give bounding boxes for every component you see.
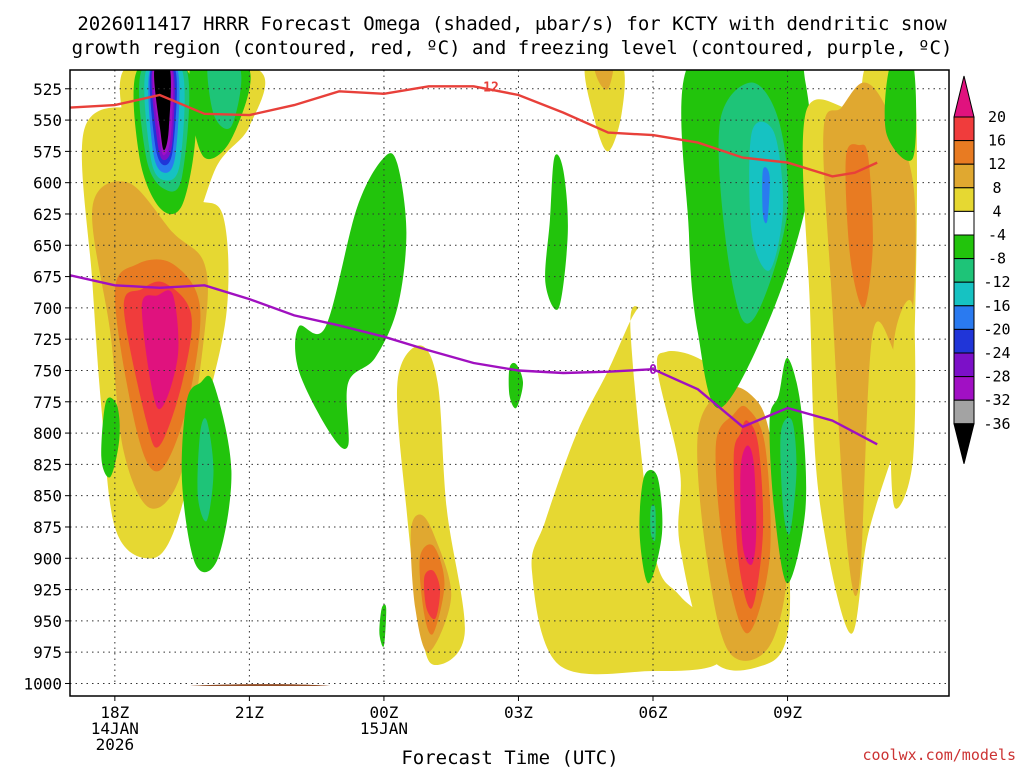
colorbar-label-10: -24 <box>983 344 1010 362</box>
omega-region-16-27-0 <box>423 570 441 620</box>
chart-title-line2: growth region (contoured, red, ºC) and f… <box>72 37 953 59</box>
omega-region--12-37-0 <box>780 417 797 535</box>
omega-region--36-14-0 <box>154 70 171 151</box>
omega-region--20-43-0 <box>762 167 770 224</box>
colorbar-top-arrow <box>953 75 975 118</box>
omega-region--8-22-0 <box>508 362 523 409</box>
colorbar-swatch-4 <box>953 187 975 212</box>
y-tick-label-550: 550 <box>33 111 62 130</box>
freezing-contour-label: 0 <box>649 363 657 378</box>
colorbar-label-9: -20 <box>983 320 1010 338</box>
colorbar-label-8: -16 <box>983 297 1010 315</box>
omega-region-4-38-0 <box>584 70 625 152</box>
y-tick-label-525: 525 <box>33 80 62 99</box>
dendritic-growth-contour <box>70 85 878 178</box>
colorbar-label-11: -28 <box>983 368 1010 386</box>
grid-lines <box>70 70 949 686</box>
y-tick-label-725: 725 <box>33 330 62 349</box>
y-tick-label-625: 625 <box>33 205 62 224</box>
colorbar-swatch-9 <box>953 305 975 330</box>
freezing-level-contour <box>70 274 878 446</box>
omega-region-8-45-0 <box>823 82 916 597</box>
colorbar-label-6: -8 <box>988 250 1006 268</box>
omega-region--8-47-0 <box>884 70 917 161</box>
colorbar-bottom-arrow <box>953 423 975 464</box>
colorbar-label-3: 8 <box>992 179 1001 197</box>
omega-region--8-21-0 <box>379 604 387 647</box>
omega-region--8-20-0 <box>295 153 407 449</box>
omega-region-20-33-0 <box>740 445 757 565</box>
colorbar-swatch-10 <box>953 328 975 354</box>
colorbar-swatch-12 <box>953 376 975 401</box>
y-tick-label-575: 575 <box>33 142 62 161</box>
colorbar-label-4: 4 <box>992 202 1001 220</box>
y-tick-label-675: 675 <box>33 268 62 287</box>
omega-region-12-46-0 <box>845 144 873 309</box>
colorbar-swatch-1 <box>953 116 975 142</box>
chart-title-line1: 2026011417 HRRR Forecast Omega (shaded, … <box>77 13 947 35</box>
x-tick-label-0-1: 14JAN <box>91 719 139 738</box>
y-tick-label-650: 650 <box>33 236 62 255</box>
dgz-contour-label: -12 <box>475 80 498 95</box>
omega-region-4-28-0 <box>531 306 728 675</box>
colorbar-label-5: -4 <box>988 226 1006 244</box>
colorbar-swatch-11 <box>953 352 975 378</box>
colorbar-label-1: 16 <box>988 132 1006 150</box>
x-tick-label-0-0: 18Z <box>100 703 129 722</box>
y-tick-label-1000: 1000 <box>23 674 62 693</box>
y-tick-label-875: 875 <box>33 518 62 537</box>
x-tick-label-3-0: 21Z <box>235 703 264 722</box>
colorbar-label-12: -32 <box>983 391 1010 409</box>
plot-area <box>70 70 949 694</box>
colorbar-swatch-8 <box>953 281 975 307</box>
colorbar-label-0: 20 <box>988 108 1006 126</box>
colorbar-swatch-3 <box>953 163 975 189</box>
x-axis-label: Forecast Time (UTC) <box>401 747 618 768</box>
colorbar-label-7: -12 <box>983 273 1010 291</box>
x-tick-label-9-0: 03Z <box>504 703 533 722</box>
y-tick-label-600: 600 <box>33 174 62 193</box>
y-tick-label-800: 800 <box>33 424 62 443</box>
omega-region--12-35-0 <box>650 504 656 542</box>
y-tick-label-775: 775 <box>33 393 62 412</box>
terrain-bar <box>70 686 949 694</box>
omega-region-4-48-0 <box>890 300 916 509</box>
x-tick-label-15-0: 09Z <box>773 703 802 722</box>
colorbar-swatch-2 <box>953 140 975 165</box>
colorbar-swatch-5 <box>953 210 975 236</box>
colorbar-label-13: -36 <box>983 415 1010 433</box>
colorbar-swatch-7 <box>953 258 975 283</box>
colorbar-swatch-13 <box>953 399 975 425</box>
y-tick-label-900: 900 <box>33 549 62 568</box>
omega-region-20-5-0 <box>141 290 179 410</box>
terrain-bump <box>190 684 330 686</box>
y-tick-label-700: 700 <box>33 299 62 318</box>
y-tick-label-850: 850 <box>33 487 62 506</box>
y-tick-label-950: 950 <box>33 612 62 631</box>
y-axis-pressure: 525 550 575 600 625 650 675 700 725 750 775 800 825 8… <box>23 80 70 693</box>
colorbar-label-2: 12 <box>988 155 1006 173</box>
colorbar-swatch-6 <box>953 234 975 260</box>
omega-region-8-39-0 <box>594 70 614 90</box>
y-tick-label-825: 825 <box>33 455 62 474</box>
x-tick-label-12-0: 06Z <box>639 703 668 722</box>
omega-shading <box>81 70 918 675</box>
omega-region--12-19-0 <box>197 418 214 522</box>
plot-frame <box>69 69 950 697</box>
x-tick-label-6-0: 00Z <box>369 703 398 722</box>
x-tick-label-0-2: 2026 <box>96 735 135 754</box>
watermark: coolwx.com/models <box>862 746 1016 764</box>
y-tick-label-975: 975 <box>33 643 62 662</box>
y-tick-label-925: 925 <box>33 581 62 600</box>
colorbar: 20 16 12 8 4 -4 -8 -12 -16 -20 -24 -28 -32 -36 <box>953 75 1011 464</box>
x-tick-label-6-1: 15JAN <box>360 719 408 738</box>
y-tick-label-750: 750 <box>33 361 62 380</box>
omega-region--8-23-0 <box>545 154 568 310</box>
